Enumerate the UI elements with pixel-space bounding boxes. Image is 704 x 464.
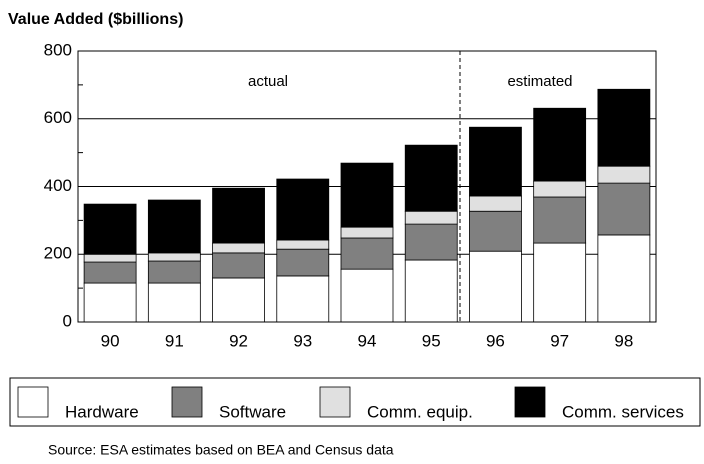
annotation: estimated	[507, 73, 572, 90]
bar-segment	[597, 165, 651, 184]
bar-segment	[212, 242, 265, 254]
bar-segment	[276, 239, 330, 250]
bar-segment	[147, 282, 201, 323]
y-tick-label: 600	[44, 108, 72, 127]
source: Source: ESA estimates based on BEA and C…	[48, 442, 394, 458]
legend-label: Comm. services	[562, 402, 684, 421]
bar-segment	[404, 223, 458, 261]
bar-segment	[597, 234, 651, 323]
bar-segment	[83, 203, 137, 255]
bar-segment	[83, 282, 137, 323]
bar-segment	[404, 259, 458, 323]
bar-segment	[212, 252, 265, 279]
y-tick-label: 800	[44, 40, 72, 59]
bar-segment	[147, 199, 201, 254]
legend-label: Hardware	[65, 402, 139, 421]
bar-segment	[212, 277, 265, 323]
x-tick-label: 96	[486, 331, 505, 350]
legend-label: Comm. equip.	[367, 402, 473, 421]
legend-swatch	[17, 386, 49, 418]
legend-swatch	[171, 386, 203, 418]
x-tick-label: 90	[101, 331, 120, 350]
chart-title: Value Added ($billions)	[8, 11, 183, 28]
legend-swatch	[514, 386, 546, 418]
bar-segment	[276, 248, 330, 277]
bar-segment	[83, 253, 137, 263]
bar-segment	[533, 242, 587, 323]
y-tick-label: 200	[44, 244, 72, 263]
x-tick-label: 94	[358, 331, 377, 350]
bar-segment	[597, 88, 651, 167]
y-tick-label: 400	[44, 176, 72, 195]
x-tick-label: 91	[165, 331, 184, 350]
bar-segment	[469, 210, 522, 252]
y-tick-label: 0	[63, 311, 72, 330]
bar-segment	[340, 226, 394, 239]
legend-label: Software	[219, 402, 286, 421]
bar-segment	[340, 162, 394, 228]
bar-segment	[212, 187, 265, 244]
bar-segment	[533, 107, 587, 182]
x-tick-label: 98	[614, 331, 633, 350]
bar-segment	[147, 260, 201, 284]
bar-segment	[340, 268, 394, 323]
plot-frame	[77, 50, 657, 323]
bar-segment	[469, 126, 522, 197]
legend-swatch	[319, 386, 351, 418]
bar-segment	[404, 210, 458, 225]
bar-segment	[404, 144, 458, 212]
bar-segment	[533, 180, 587, 198]
bar-segment	[533, 196, 587, 244]
x-tick-label: 95	[422, 331, 441, 350]
x-tick-label: 97	[550, 331, 569, 350]
bar-segment	[469, 250, 522, 323]
bar-segment	[276, 275, 330, 323]
bar-segment	[469, 195, 522, 212]
legend-box	[9, 377, 701, 427]
x-tick-label: 93	[293, 331, 312, 350]
bar-segment	[597, 182, 651, 236]
bar-segment	[276, 178, 330, 241]
x-tick-label: 92	[229, 331, 248, 350]
bar-segment	[83, 261, 137, 284]
bar-segment	[340, 237, 394, 270]
bar-segment	[147, 252, 201, 262]
annotation: actual	[248, 73, 288, 90]
